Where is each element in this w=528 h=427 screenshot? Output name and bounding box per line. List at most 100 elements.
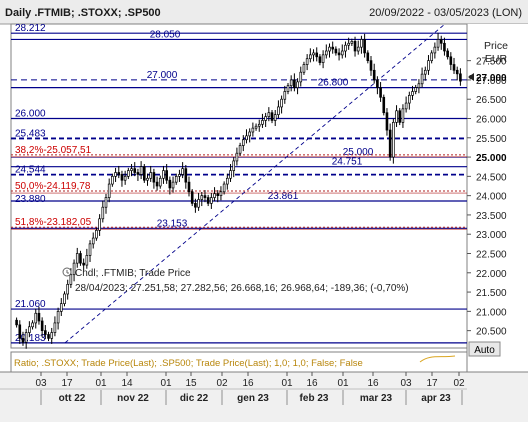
candle[interactable]: [181, 162, 184, 179]
candle[interactable]: [321, 50, 325, 69]
candle[interactable]: [235, 147, 239, 166]
candle[interactable]: [66, 279, 69, 300]
candle[interactable]: [344, 41, 347, 58]
candle[interactable]: [158, 175, 162, 189]
candle[interactable]: [299, 66, 303, 87]
candle[interactable]: [273, 110, 277, 127]
candle[interactable]: [219, 186, 223, 201]
candle[interactable]: [72, 259, 76, 282]
candle[interactable]: [149, 165, 153, 182]
candle[interactable]: [50, 327, 54, 344]
candle[interactable]: [168, 176, 172, 195]
candle[interactable]: [267, 107, 271, 122]
candle[interactable]: [210, 192, 213, 209]
candle[interactable]: [178, 169, 181, 182]
candle[interactable]: [143, 164, 146, 183]
candle[interactable]: [293, 73, 296, 92]
candle[interactable]: [155, 176, 159, 191]
candle[interactable]: [24, 328, 28, 349]
candle[interactable]: [353, 36, 357, 57]
candle[interactable]: [85, 248, 89, 269]
candle[interactable]: [171, 176, 175, 193]
candle[interactable]: [385, 108, 389, 136]
candle[interactable]: [309, 48, 312, 63]
candle[interactable]: [423, 66, 427, 81]
candle[interactable]: [404, 96, 408, 113]
candle[interactable]: [88, 240, 92, 262]
candle[interactable]: [40, 317, 44, 338]
candle[interactable]: [117, 165, 121, 179]
candle[interactable]: [417, 79, 421, 94]
candle[interactable]: [251, 122, 255, 137]
candle[interactable]: [91, 232, 95, 249]
candle[interactable]: [184, 164, 188, 189]
candle[interactable]: [277, 100, 280, 119]
candle[interactable]: [254, 123, 258, 131]
candle[interactable]: [79, 250, 82, 266]
candle[interactable]: [264, 112, 267, 127]
candle[interactable]: [257, 119, 261, 132]
candle[interactable]: [452, 57, 456, 74]
candle[interactable]: [430, 50, 433, 64]
candle[interactable]: [350, 38, 354, 46]
candle[interactable]: [324, 44, 328, 59]
candle[interactable]: [340, 44, 344, 59]
candle[interactable]: [197, 192, 200, 211]
candle[interactable]: [194, 198, 197, 213]
candle[interactable]: [31, 320, 34, 330]
candle[interactable]: [401, 104, 405, 128]
candle[interactable]: [315, 47, 319, 62]
candle[interactable]: [28, 321, 31, 338]
candle[interactable]: [59, 298, 63, 316]
candle[interactable]: [414, 84, 418, 95]
candle[interactable]: [372, 63, 376, 84]
candle[interactable]: [162, 165, 165, 184]
candle[interactable]: [226, 173, 229, 190]
candle[interactable]: [360, 35, 363, 54]
candle[interactable]: [34, 308, 38, 329]
candle[interactable]: [139, 161, 143, 180]
candle[interactable]: [286, 83, 290, 95]
candle[interactable]: [289, 75, 293, 92]
candle[interactable]: [433, 42, 437, 59]
candle[interactable]: [283, 85, 287, 104]
candle[interactable]: [347, 37, 350, 50]
candle[interactable]: [241, 135, 245, 152]
candle[interactable]: [165, 164, 168, 184]
candle[interactable]: [130, 164, 133, 177]
auto-scale-button[interactable]: Auto: [468, 341, 501, 357]
candle[interactable]: [232, 157, 236, 178]
candle[interactable]: [449, 52, 453, 71]
candle[interactable]: [369, 56, 373, 76]
candle[interactable]: [123, 170, 127, 185]
candle[interactable]: [21, 331, 25, 346]
candle[interactable]: [459, 68, 462, 86]
candle[interactable]: [366, 50, 370, 64]
candle[interactable]: [446, 48, 449, 60]
candle[interactable]: [56, 307, 60, 330]
candle[interactable]: [101, 200, 105, 223]
candle[interactable]: [187, 176, 191, 197]
candle[interactable]: [47, 331, 50, 342]
candle[interactable]: [206, 194, 210, 207]
candle[interactable]: [376, 76, 379, 95]
candle[interactable]: [245, 129, 248, 144]
candle[interactable]: [388, 123, 392, 161]
candle[interactable]: [408, 91, 411, 110]
candle[interactable]: [63, 291, 66, 307]
candle[interactable]: [213, 187, 216, 202]
candle[interactable]: [392, 118, 395, 164]
candle[interactable]: [15, 317, 18, 328]
candle[interactable]: [238, 142, 242, 156]
candle[interactable]: [203, 190, 207, 203]
candle[interactable]: [302, 61, 306, 75]
candle[interactable]: [328, 43, 331, 58]
candle[interactable]: [427, 55, 430, 75]
candle[interactable]: [222, 181, 226, 195]
candle[interactable]: [363, 33, 366, 58]
candle[interactable]: [312, 49, 315, 62]
candle[interactable]: [420, 67, 424, 88]
candle[interactable]: [98, 214, 101, 236]
candle[interactable]: [334, 46, 338, 56]
candle[interactable]: [146, 173, 149, 186]
